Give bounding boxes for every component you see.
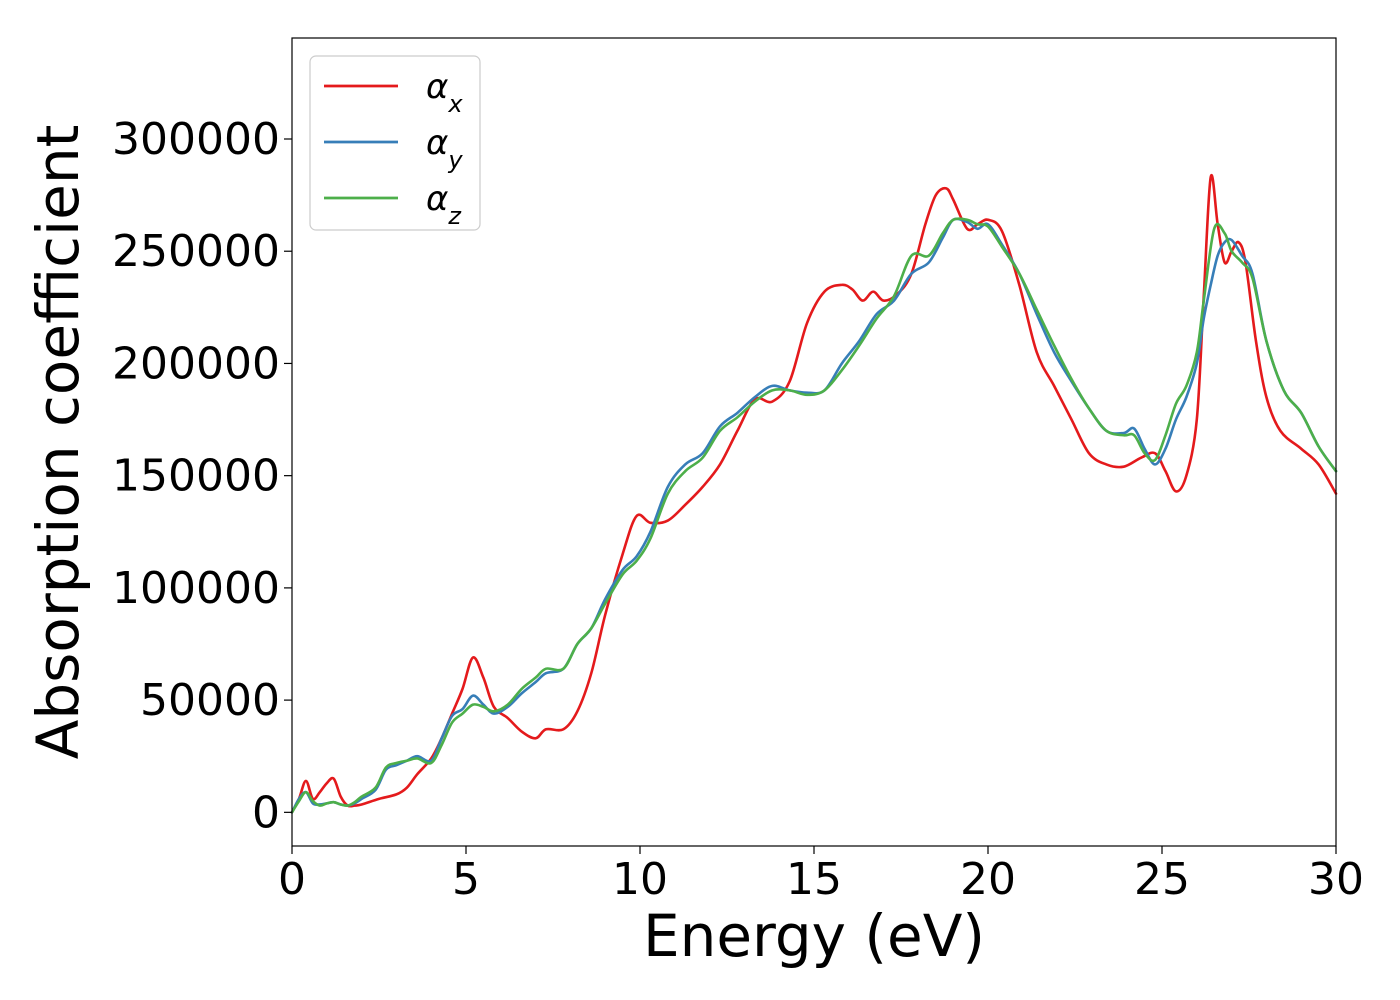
y-tick-label: 250000: [112, 226, 280, 277]
y-tick-label: 0: [252, 787, 280, 838]
y-axis: 0 50000 100000 150000 200000 250000 300000: [112, 114, 292, 838]
x-axis: 0 5 10 15 20 25 30: [278, 846, 1364, 905]
y-tick-label: 150000: [112, 451, 280, 502]
y-tick-label: 200000: [112, 338, 280, 389]
x-tick-label: 30: [1308, 854, 1364, 905]
series-line-z: [290, 217, 1338, 814]
series-layer: [290, 173, 1338, 814]
y-tick-label: 300000: [112, 114, 280, 165]
y-tick-label: 50000: [140, 675, 280, 726]
series-line-x: [290, 173, 1338, 814]
y-tick-label: 100000: [112, 563, 280, 614]
x-tick-label: 5: [452, 854, 480, 905]
x-tick-label: 15: [786, 854, 842, 905]
x-axis-title: Energy (eV): [643, 902, 985, 970]
x-tick-label: 0: [278, 854, 306, 905]
y-axis-title: Absorption coefficient: [24, 125, 92, 760]
x-tick-label: 10: [612, 854, 668, 905]
x-tick-label: 20: [960, 854, 1016, 905]
x-tick-label: 25: [1134, 854, 1190, 905]
